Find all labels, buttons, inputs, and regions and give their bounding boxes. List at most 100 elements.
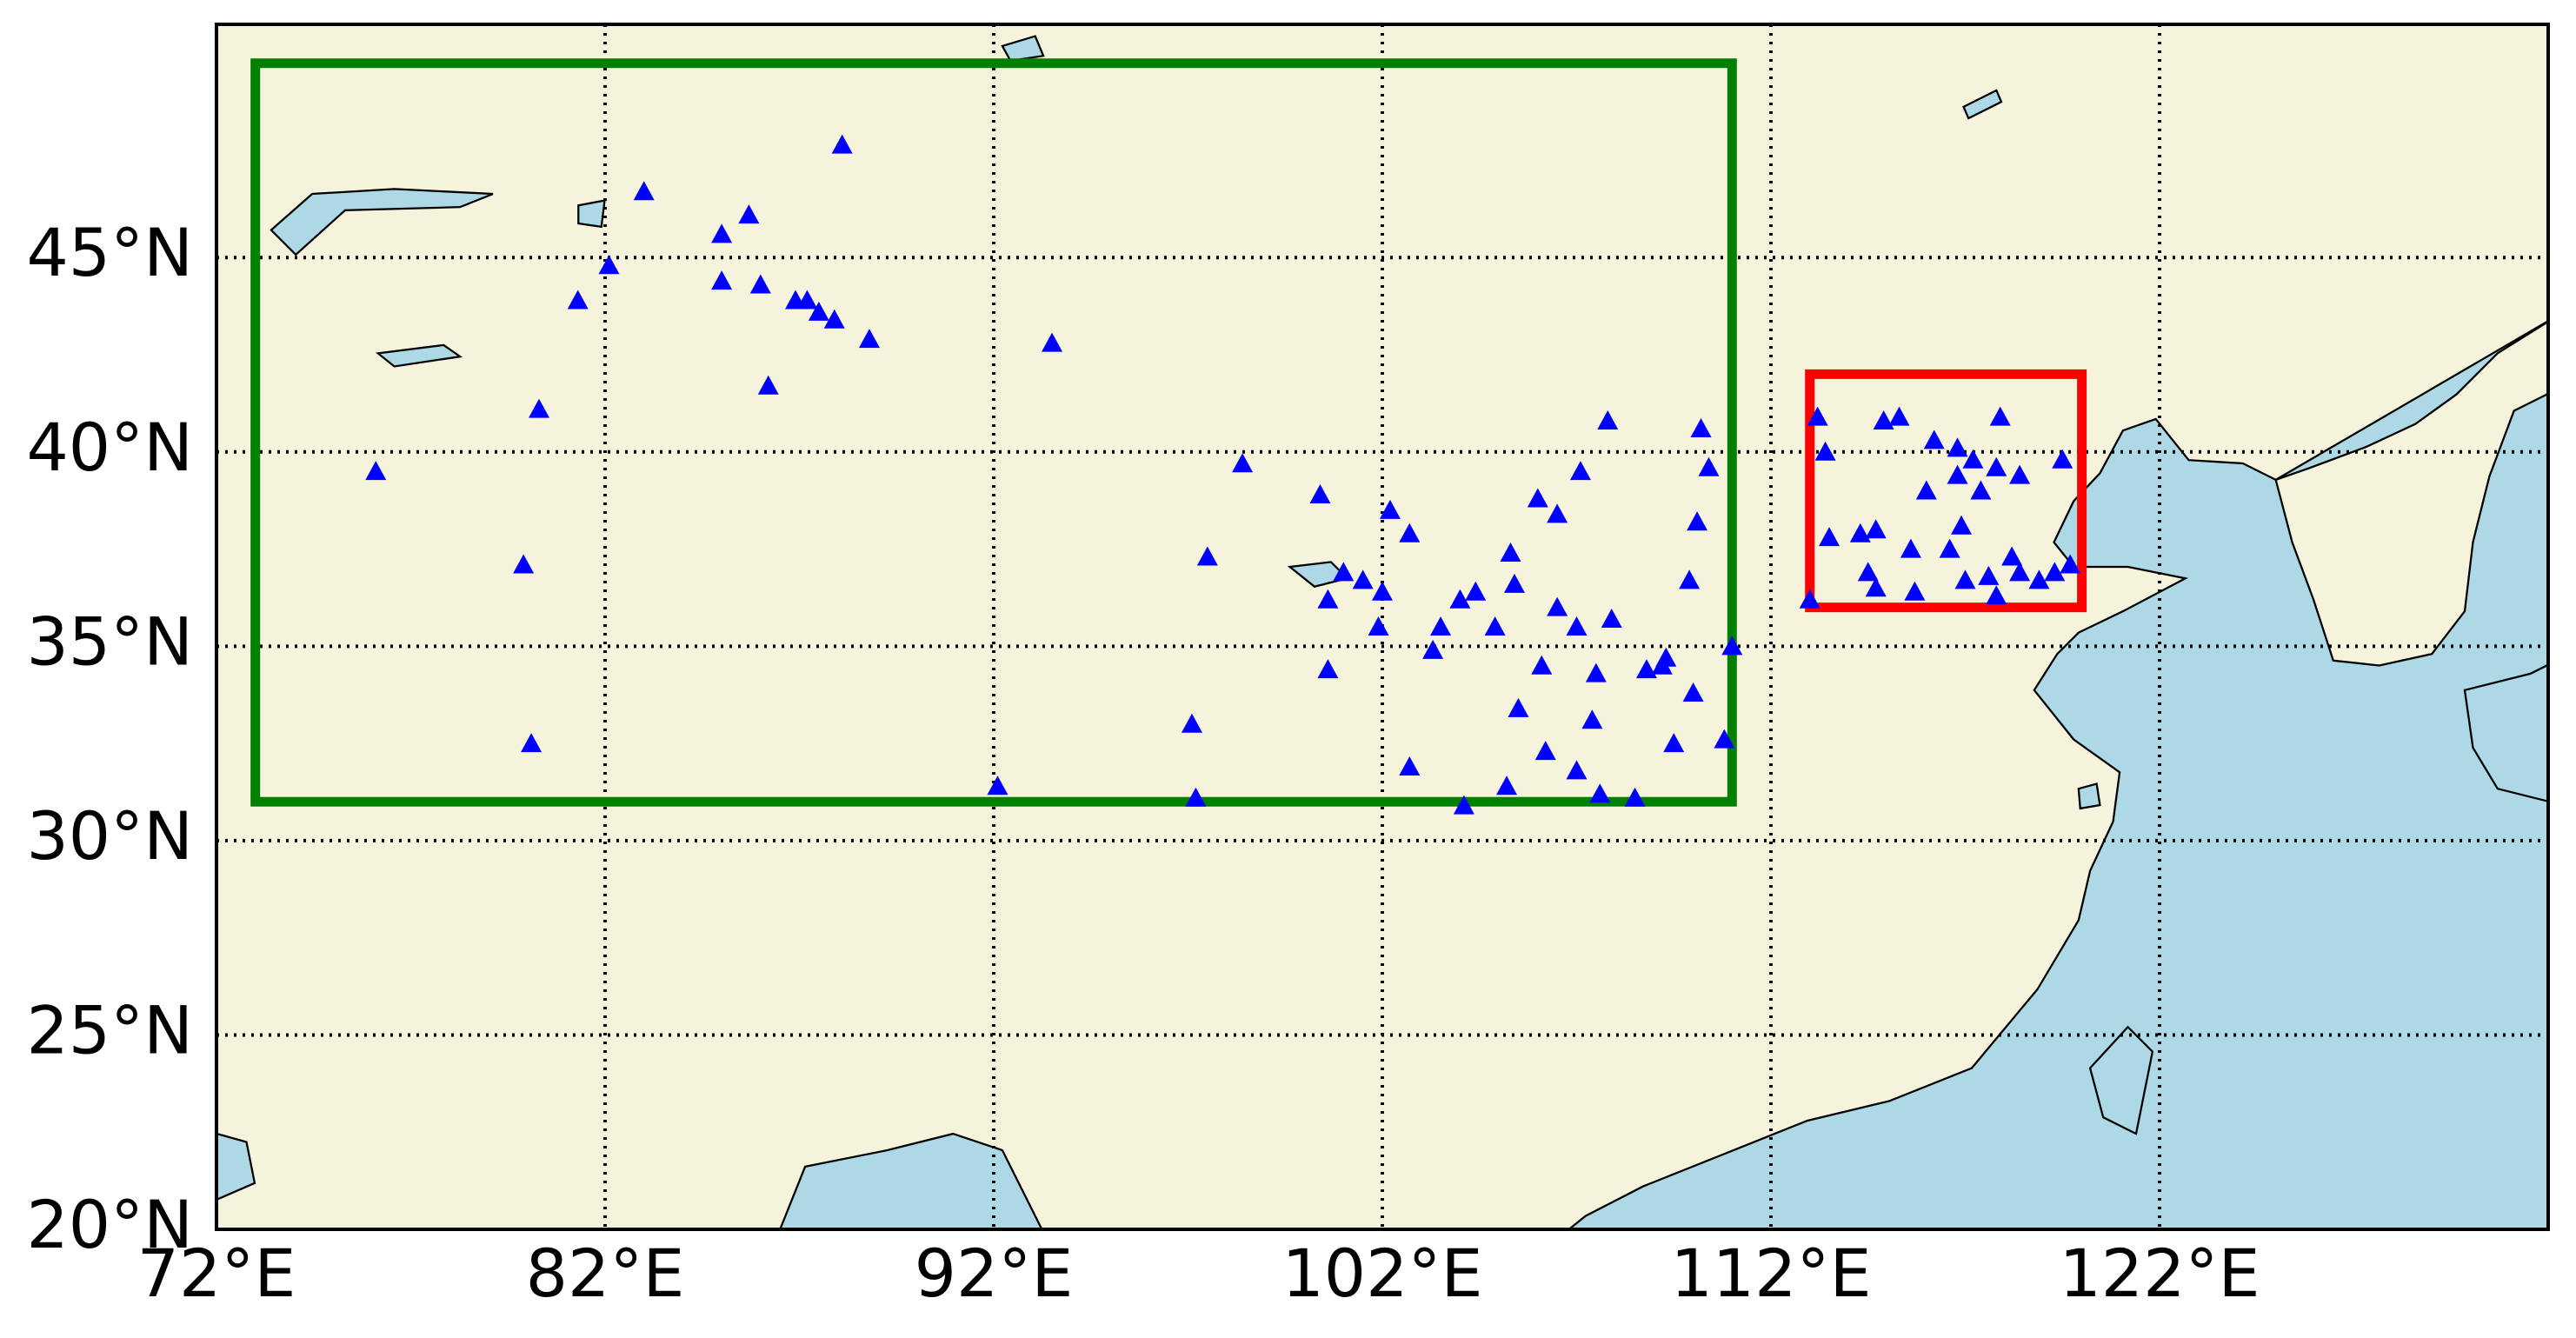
station-marker (1915, 480, 1937, 500)
station-marker (1857, 562, 1879, 582)
station-marker (1232, 453, 1254, 473)
station-marker (1655, 647, 1677, 667)
station-marker (1698, 456, 1720, 476)
station-marker (1939, 538, 1960, 558)
station-marker (365, 461, 387, 481)
station-marker (521, 733, 542, 753)
station-marker (633, 181, 655, 201)
y-tick-label: 30°N (26, 797, 193, 875)
station-marker (858, 329, 880, 349)
station-marker (1547, 503, 1568, 523)
station-marker (1904, 581, 1926, 601)
station-marker (749, 274, 771, 294)
station-marker (1368, 616, 1389, 636)
station-marker (1566, 616, 1588, 636)
station-marker (1807, 406, 1828, 426)
station-marker (1527, 488, 1548, 508)
region-box (1805, 369, 2087, 613)
station-marker (1317, 589, 1339, 609)
regions (250, 58, 2087, 807)
station-marker (1185, 787, 1207, 807)
station-marker (1531, 655, 1553, 675)
station-marker (1500, 543, 1521, 562)
station-marker (1970, 480, 1992, 500)
y-tick-label: 25°N (26, 991, 193, 1068)
station-marker (2060, 554, 2081, 574)
station-marker (1714, 729, 1735, 749)
station-marker (1978, 565, 2000, 585)
station-marker (1503, 573, 1525, 593)
station-marker (1585, 662, 1607, 682)
station-marker (1379, 499, 1401, 519)
station-marker (1947, 464, 1968, 484)
station-marker (1399, 756, 1421, 776)
station-marker (1597, 410, 1619, 430)
station-marker (1799, 589, 1821, 609)
station-marker (1814, 441, 1836, 461)
station-marker (2052, 449, 2073, 469)
map-frame (215, 23, 2550, 1231)
station-marker (1422, 639, 1444, 659)
station-marker (1819, 527, 1840, 547)
y-tick-label: 35°N (26, 602, 193, 680)
x-tick-label: 122°E (2059, 1235, 2260, 1312)
station-marker (1352, 569, 1374, 589)
station-marker (1430, 616, 1452, 636)
station-marker (1589, 783, 1611, 803)
x-tick-label: 82°E (526, 1235, 685, 1312)
station-marker (1566, 760, 1588, 780)
station-marker (1449, 589, 1471, 609)
station-marker (1923, 429, 1945, 449)
tick-labels: 72°E 82°E 92°E 102°E 112°E 122°E 20°N 25°N 30°N 3… (26, 214, 2260, 1312)
station-marker (1682, 682, 1704, 702)
station-marker (1663, 733, 1685, 753)
station-marker (1873, 410, 1894, 430)
station-marker (1690, 417, 1712, 437)
station-marker (1581, 709, 1603, 729)
station-marker (831, 134, 853, 154)
station-marker (711, 223, 733, 243)
station-marker (1484, 616, 1506, 636)
station-marker (2001, 546, 2023, 566)
station-marker (1372, 581, 1393, 601)
station-marker (2044, 562, 2066, 582)
station-marker (1309, 483, 1331, 503)
station-marker (1399, 523, 1421, 543)
station-marker (1865, 577, 1887, 597)
station-marker (711, 270, 733, 290)
station-marker (1679, 569, 1701, 589)
stations (365, 134, 2081, 815)
y-tick-label: 40°N (26, 409, 193, 486)
station-marker (567, 290, 589, 310)
station-marker (1333, 562, 1355, 582)
station-marker (1196, 546, 1218, 566)
station-marker (1989, 406, 2011, 426)
station-marker (2028, 569, 2050, 589)
station-marker (1601, 609, 1622, 629)
y-tick-label: 20°N (26, 1186, 193, 1263)
station-marker (529, 398, 550, 418)
station-marker (796, 290, 818, 310)
station-marker (1453, 795, 1474, 815)
x-tick-label: 102°E (1281, 1235, 1482, 1312)
y-tick-label: 45°N (26, 214, 193, 291)
station-marker (1888, 406, 1910, 426)
station-marker (1317, 659, 1339, 679)
station-marker (513, 554, 535, 574)
station-marker (1986, 456, 2007, 476)
station-marker (1042, 332, 1063, 352)
station-marker (1635, 659, 1657, 679)
station-marker (2009, 464, 2031, 484)
station-marker (1951, 515, 1973, 535)
coastline (216, 35, 2548, 1229)
station-marker (1849, 523, 1871, 543)
station-marker (1496, 776, 1518, 795)
station-marker (598, 255, 620, 275)
x-tick-label: 92°E (915, 1235, 1074, 1312)
station-marker (823, 309, 845, 329)
station-marker (1865, 519, 1887, 539)
region-box (250, 58, 1737, 807)
station-marker (1954, 569, 1976, 589)
station-marker (1687, 511, 1708, 531)
station-marker (1547, 596, 1568, 616)
